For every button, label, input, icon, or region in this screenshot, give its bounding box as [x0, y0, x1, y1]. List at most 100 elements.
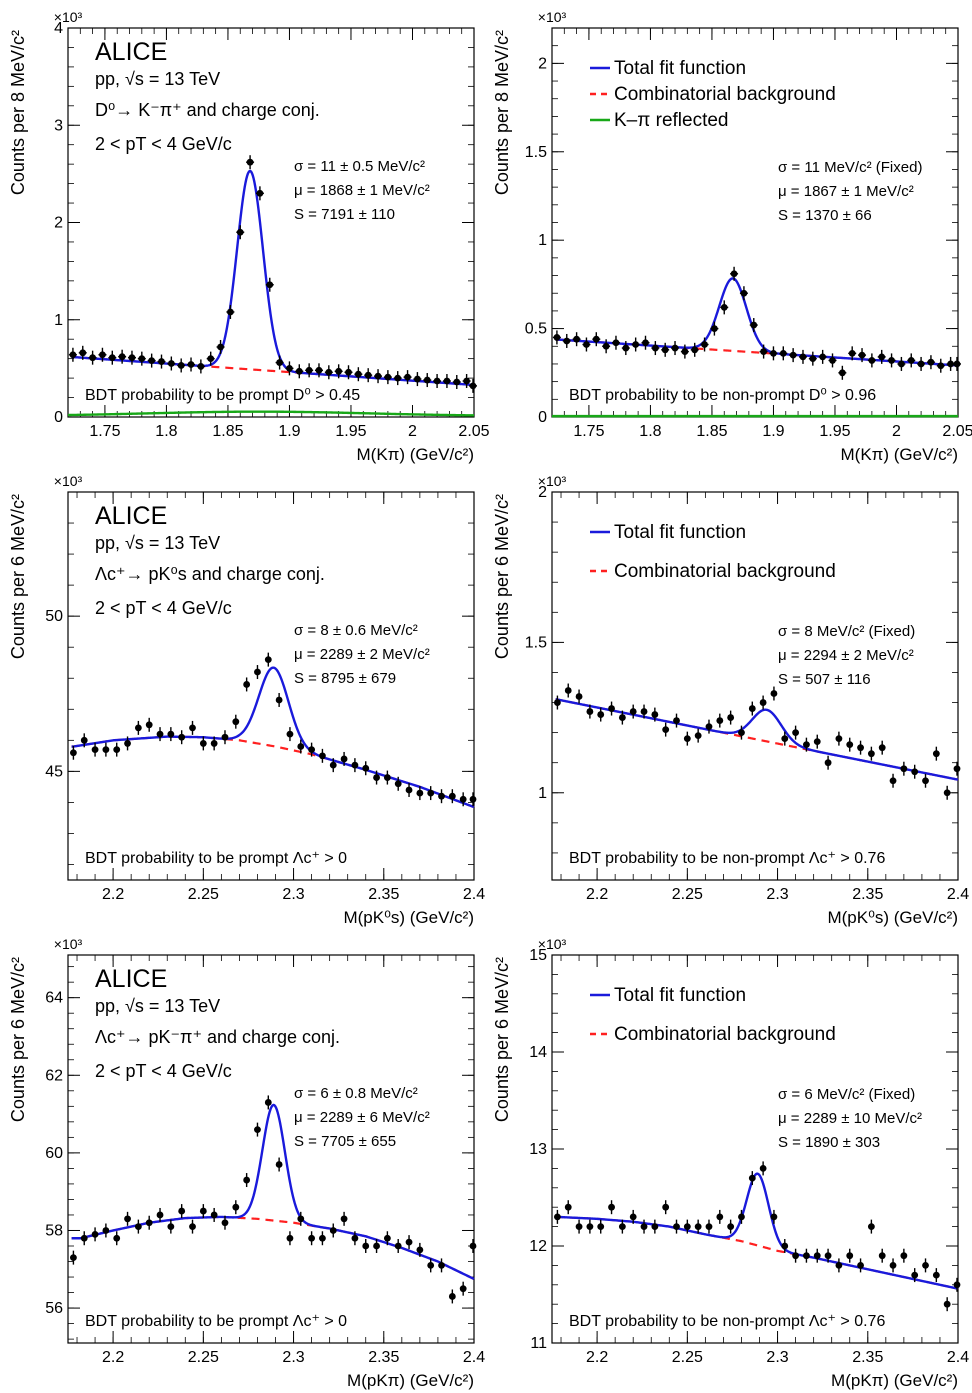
fit-result: S = 507 ± 116: [778, 671, 871, 688]
data-point: [178, 733, 186, 741]
x-axis-title: M(pK⁰s) (GeV/c²): [827, 908, 958, 927]
y-tick-label: 1.5: [525, 144, 547, 161]
data-point: [404, 373, 411, 381]
data-point: [813, 1252, 821, 1260]
data-point: [394, 374, 402, 382]
data-point: [932, 1271, 940, 1279]
y-tick-label: 3: [54, 117, 63, 134]
data-point: [91, 746, 99, 754]
data-point: [469, 1242, 477, 1250]
data-point: [80, 1234, 88, 1242]
x-tick-label: 2.4: [463, 886, 485, 903]
y-tick-label: 11: [530, 1335, 547, 1352]
y-tick-label: 56: [45, 1300, 63, 1317]
data-point: [781, 1242, 789, 1250]
background-curve: [555, 338, 959, 367]
legend-label: Total fit function: [614, 522, 746, 543]
data-point: [629, 708, 637, 715]
data-point: [156, 1211, 164, 1219]
x-tick-label: 2.35: [852, 886, 883, 903]
y-multiplier: ×10³: [54, 9, 83, 25]
data-point: [716, 1213, 724, 1221]
data-point: [943, 1300, 951, 1308]
y-axis-title: Counts per 6 MeV/c²: [8, 957, 28, 1122]
fit-result: S = 7191 ± 110: [294, 206, 395, 223]
data-point: [932, 750, 940, 758]
y-axis-title: Counts per 8 MeV/c²: [492, 30, 512, 195]
fit-result: μ = 1868 ± 1 MeV/c²: [294, 182, 430, 199]
data-point: [373, 1242, 380, 1250]
data-point: [937, 362, 945, 370]
data-point: [207, 355, 215, 363]
fit-result: σ = 11 ± 0.5 MeV/c²: [294, 158, 425, 175]
data-point: [232, 718, 240, 726]
data-point: [683, 735, 691, 743]
data-point: [254, 668, 261, 676]
data-point: [835, 735, 843, 743]
x-tick-label: 1.75: [89, 423, 120, 440]
x-tick-label: 2.3: [282, 886, 304, 903]
data-point: [673, 717, 680, 724]
data-point: [414, 375, 421, 383]
data-point: [900, 765, 908, 773]
data-point: [727, 714, 735, 721]
data-point: [134, 724, 142, 732]
data-point: [134, 1223, 142, 1230]
data-point: [947, 360, 955, 368]
x-tick-label: 2: [892, 423, 901, 440]
data-point: [167, 730, 175, 738]
data-point: [803, 741, 810, 749]
decay-channel: Λc⁺→ pK⁻π⁺ and charge conj.: [95, 1027, 340, 1047]
data-point: [438, 1262, 445, 1269]
x-tick-label: 1.9: [762, 423, 784, 440]
data-point: [315, 366, 323, 374]
selection-caption: BDT probability to be prompt D⁰ > 0.45: [85, 387, 360, 404]
data-point: [878, 744, 886, 752]
data-point: [108, 354, 116, 362]
x-tick-label: 2.25: [672, 1349, 703, 1366]
data-point: [394, 780, 402, 788]
y-multiplier: ×10³: [538, 936, 567, 952]
x-tick-label: 1.9: [278, 423, 300, 440]
data-point: [286, 1234, 294, 1242]
data-point: [227, 308, 234, 316]
decay-channel: Λc⁺→ pK⁰s and charge conj.: [95, 564, 325, 584]
data-point: [564, 1203, 572, 1211]
data-point: [405, 786, 413, 794]
y-tick-label: 1: [538, 785, 547, 802]
fit-result: μ = 2294 ± 2 MeV/c²: [778, 647, 914, 664]
data-point: [319, 1234, 326, 1242]
data-point: [554, 1213, 561, 1221]
data-point: [197, 363, 205, 370]
data-point: [210, 740, 218, 747]
data-point: [781, 735, 789, 743]
data-point: [69, 351, 77, 359]
data-point: [629, 1213, 637, 1221]
data-point: [632, 341, 640, 348]
panel-D: 2.2 2.25 2.3 2.35 2.4 1 1.5 2×10³ M(pK⁰s) (GeV/c…: [492, 473, 969, 927]
data-point: [927, 358, 935, 366]
data-point: [254, 1126, 261, 1133]
data-point: [691, 346, 699, 354]
data-point: [266, 281, 274, 289]
data-point: [124, 1215, 131, 1223]
data-point: [888, 357, 895, 364]
collision-system: pp, √s = 13 TeV: [95, 69, 220, 89]
panel-A: 1.75 1.8 1.85 1.9 1.95 2 2.05 0 1 2 3 4×10³ M(Kπ) (G…: [8, 9, 490, 464]
data-point: [792, 1252, 799, 1260]
data-point: [586, 708, 594, 715]
data-point: [70, 1254, 77, 1262]
fit-result: μ = 2289 ± 10 MeV/c²: [778, 1110, 922, 1127]
fit-result: σ = 11 MeV/c² (Fixed): [778, 159, 922, 176]
fit-result: μ = 2289 ± 2 MeV/c²: [294, 646, 430, 663]
data-point: [373, 774, 380, 781]
fit-result: μ = 2289 ± 6 MeV/c²: [294, 1109, 430, 1126]
data-point: [922, 1262, 929, 1269]
data-point: [770, 349, 777, 357]
data-point: [711, 325, 718, 332]
data-point: [275, 1161, 283, 1168]
data-point: [889, 777, 897, 785]
data-point: [335, 367, 343, 375]
y-tick-label: 60: [45, 1145, 63, 1162]
selection-caption: BDT probability to be prompt Λc⁺ > 0: [85, 850, 347, 867]
